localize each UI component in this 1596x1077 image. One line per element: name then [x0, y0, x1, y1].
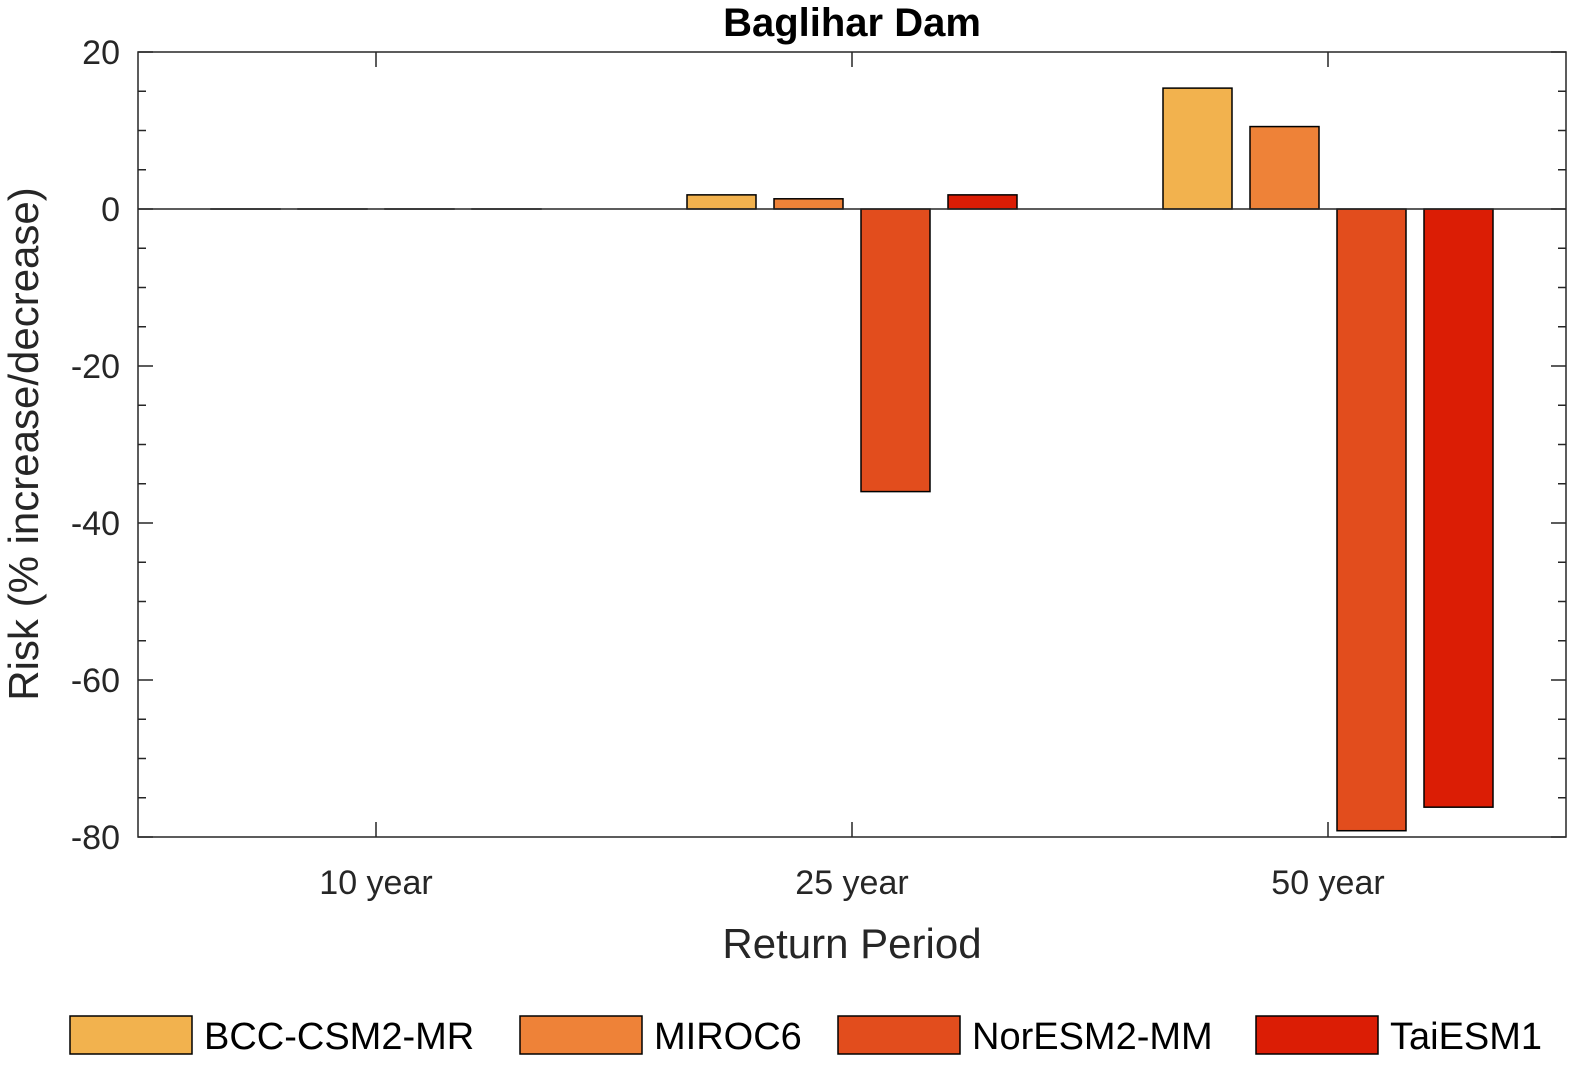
bar — [1336, 208, 1407, 832]
y-tick-label: 20 — [82, 34, 120, 72]
bar — [773, 198, 844, 210]
legend-swatch — [1255, 1015, 1379, 1055]
bar — [1249, 125, 1320, 210]
bar — [1162, 87, 1233, 210]
legend: BCC-CSM2-MR MIROC6 NorESM2-MM TaiESM1 — [69, 1015, 1542, 1058]
y-axis-label: Risk (% increase/decrease) — [0, 187, 47, 701]
legend-label: BCC-CSM2-MR — [204, 1016, 474, 1058]
x-axis-label: Return Period — [722, 920, 981, 967]
y-tick-label: -20 — [71, 348, 120, 386]
legend-swatch — [69, 1015, 193, 1055]
legend-swatch — [519, 1015, 643, 1055]
bar — [686, 194, 757, 210]
bar — [1423, 208, 1494, 808]
x-tick-label: 10 year — [319, 864, 432, 902]
bar — [947, 194, 1018, 210]
chart-title: Baglihar Dam — [723, 1, 981, 45]
plot-area: 20 0 -20 -40 -60 -80 10 year 25 year 50 year — [71, 34, 1567, 902]
y-tick-label: -60 — [71, 662, 120, 700]
y-tick-label: -40 — [71, 505, 120, 543]
y-tick-label: -80 — [71, 819, 120, 857]
legend-label: MIROC6 — [654, 1016, 802, 1058]
legend-label: NorESM2-MM — [972, 1016, 1213, 1058]
legend-swatch — [837, 1015, 961, 1055]
y-tick-label: 0 — [101, 191, 120, 229]
legend-label: TaiESM1 — [1390, 1016, 1542, 1058]
x-tick-label: 50 year — [1271, 864, 1384, 902]
x-tick-label: 25 year — [795, 864, 908, 902]
bar — [860, 208, 931, 493]
